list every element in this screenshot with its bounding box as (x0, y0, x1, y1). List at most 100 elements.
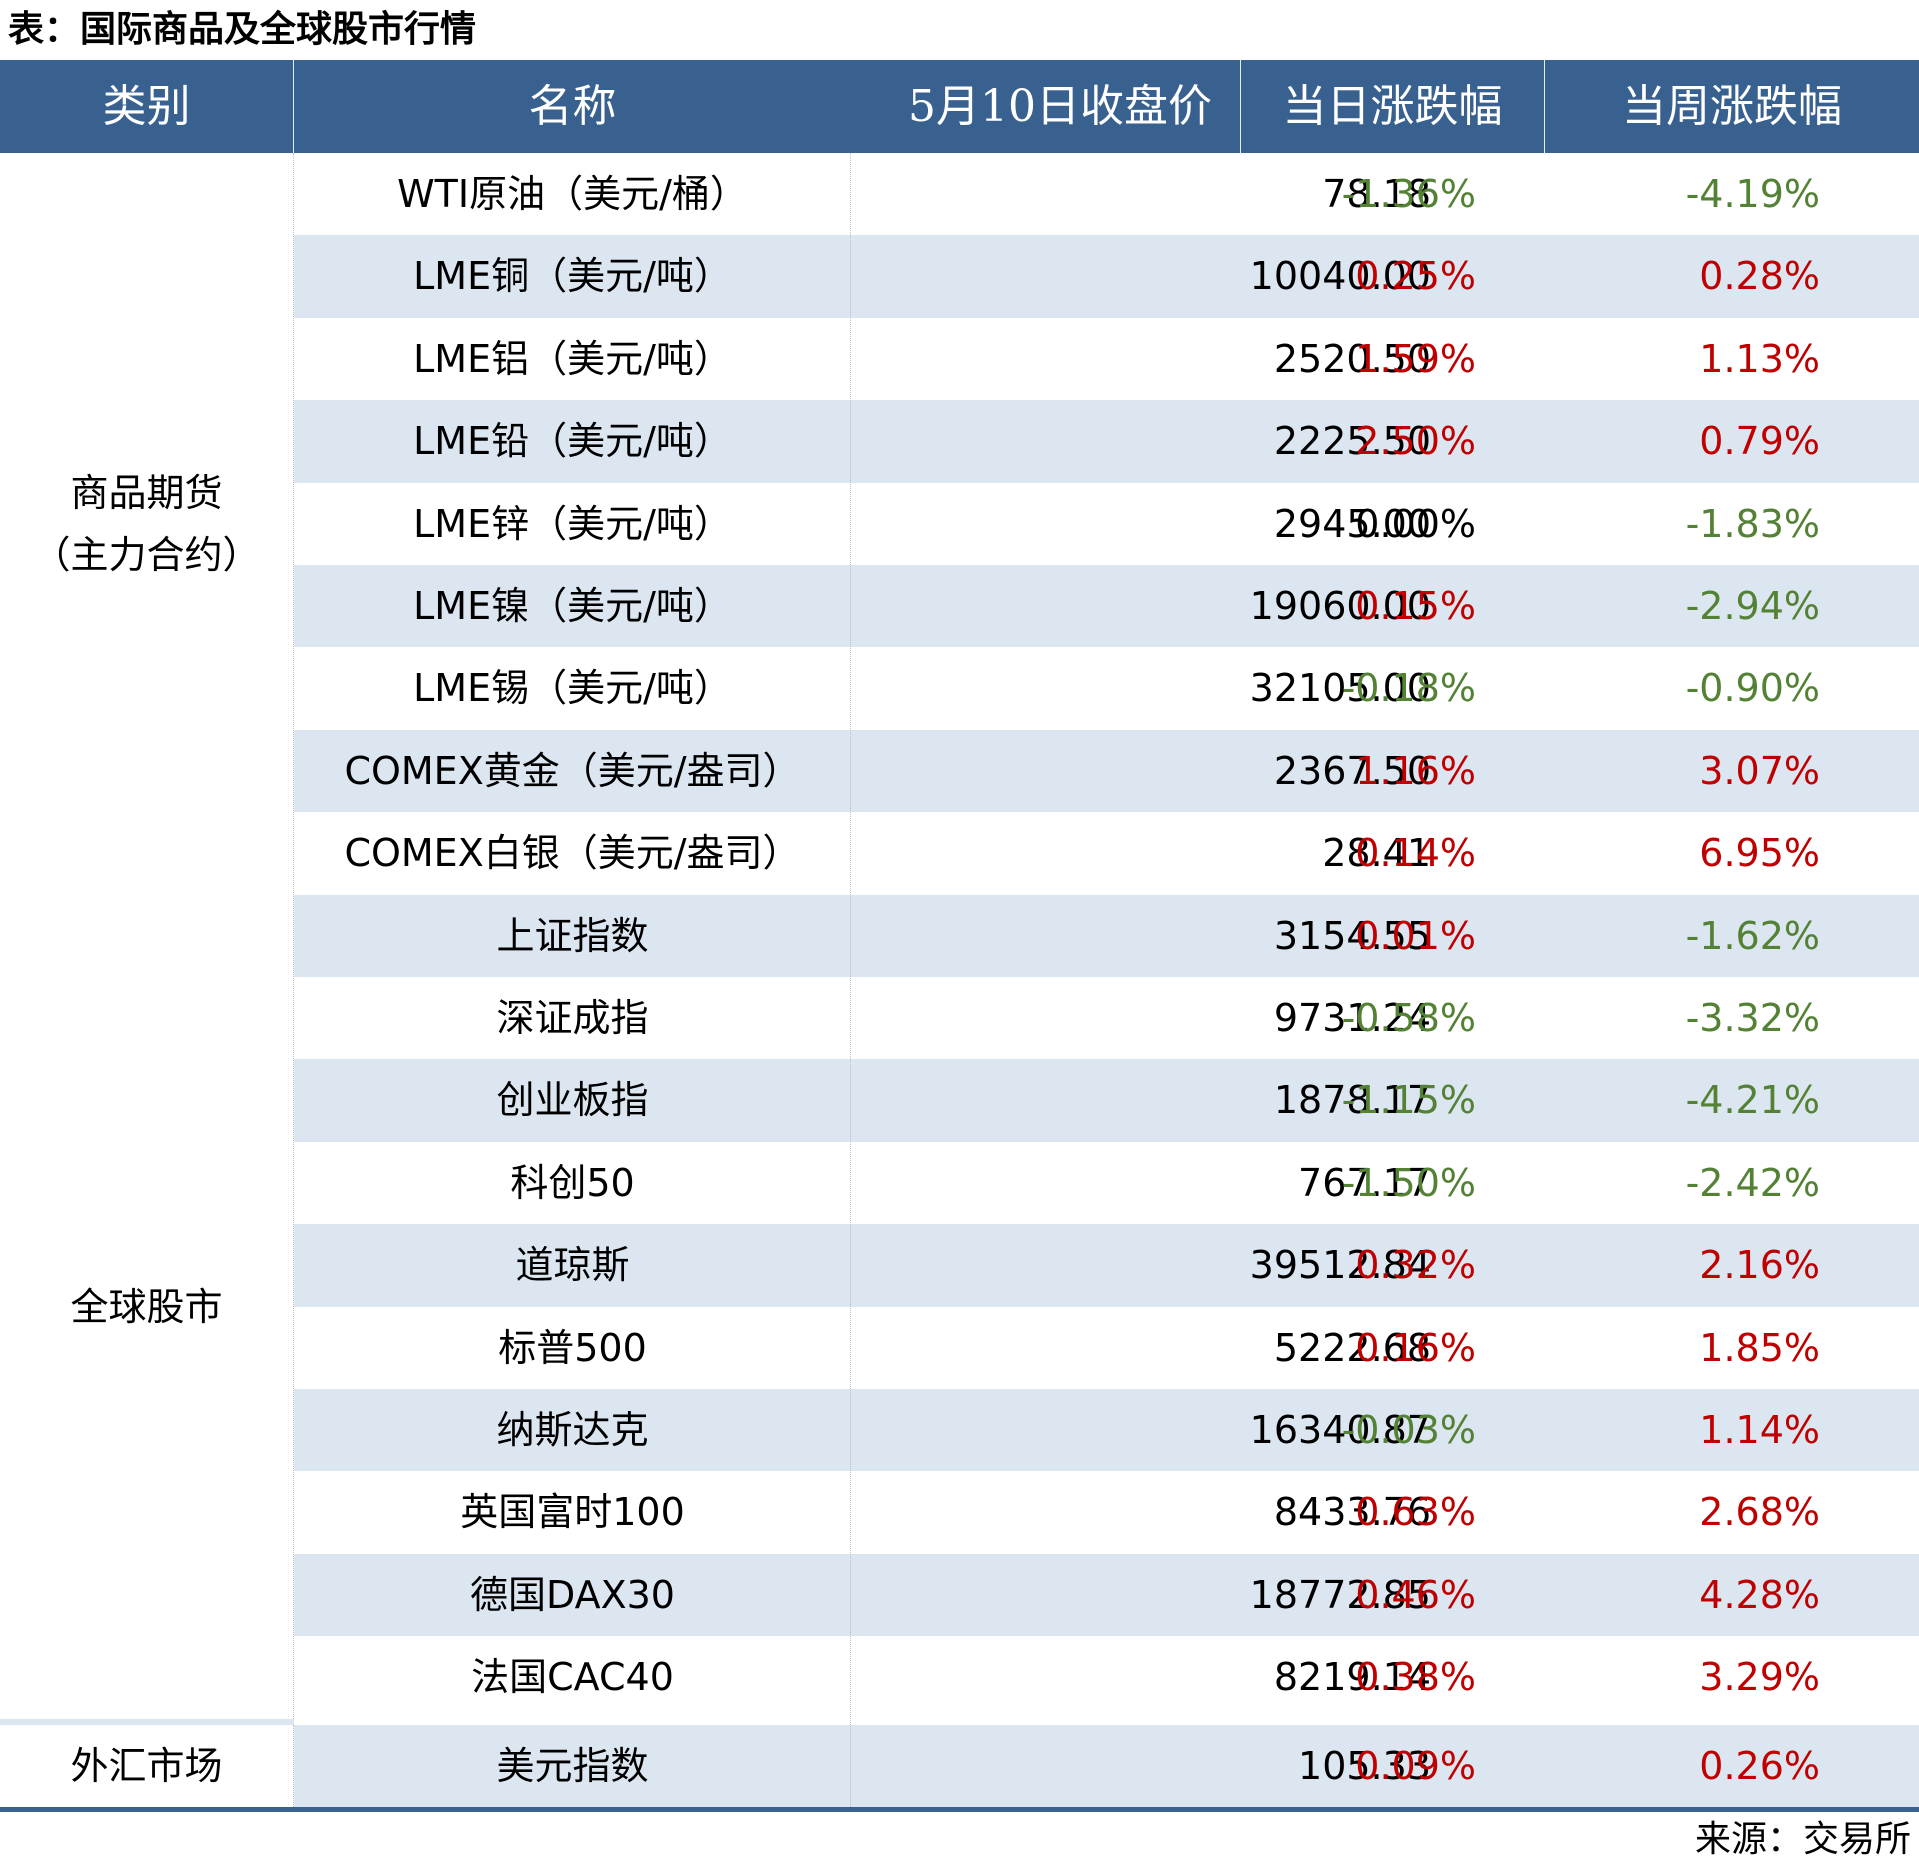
close-price: 767.17 (1298, 1160, 1431, 1205)
instrument-name: LME铝（美元/吨） (413, 336, 732, 381)
table-row: LME锌（美元/吨） 2945.00 0.00% -1.83% (294, 483, 1919, 565)
category-label: 全球股市 (0, 1276, 293, 1338)
divider-category (293, 153, 294, 1719)
category-label-line2: （主力合约） (32, 532, 261, 577)
day-change: -0.18% (1341, 666, 1476, 711)
table-row: 上证指数 3154.55 0.01% -1.62% (294, 894, 1919, 977)
day-change: 1.16% (1355, 748, 1476, 793)
close-price: 2367.50 (1273, 748, 1431, 793)
close-price: 1878.17 (1273, 1078, 1431, 1123)
table-row: 纳斯达克 16340.87 -0.03% 1.14% (294, 1389, 1919, 1472)
instrument-name: LME铅（美元/吨） (413, 419, 732, 464)
instrument-name: COMEX黄金（美元/盎司） (344, 748, 801, 793)
week-change: 3.29% (1699, 1655, 1820, 1700)
header-week-change: 当周涨跌幅 (1622, 81, 1842, 132)
close-price: 9731.24 (1273, 996, 1431, 1040)
category-label: 外汇市场 (0, 1735, 293, 1797)
day-change: 0.14% (1355, 831, 1476, 876)
table-row: 英国富时100 8433.76 0.63% 2.68% (294, 1471, 1919, 1553)
week-change: 6.95% (1699, 831, 1820, 876)
close-price: 3154.55 (1273, 913, 1431, 958)
category-label-line1: 外汇市场 (70, 1743, 223, 1788)
week-change: 1.14% (1699, 1408, 1820, 1452)
instrument-name: 标普500 (498, 1325, 647, 1370)
day-change: 0.32% (1355, 1243, 1476, 1288)
table-bottom-border (0, 1807, 1919, 1812)
close-price: 28.41 (1322, 831, 1431, 876)
table-row: LME铜（美元/吨） 10040.00 0.25% 0.28% (294, 235, 1919, 318)
day-change: 2.50% (1355, 419, 1476, 464)
day-change: 0.38% (1355, 1655, 1476, 1700)
table-row: 道琼斯 39512.84 0.32% 2.16% (294, 1224, 1919, 1307)
table-row: 深证成指 9731.24 -0.58% -3.32% (294, 977, 1919, 1059)
instrument-name: LME锡（美元/吨） (413, 666, 732, 711)
day-change: -0.03% (1341, 1408, 1476, 1452)
table-row: COMEX黄金（美元/盎司） 2367.50 1.16% 3.07% (294, 729, 1919, 813)
week-change: -1.62% (1685, 913, 1820, 958)
day-change: 0.00% (1355, 501, 1476, 546)
instrument-name: 纳斯达克 (496, 1408, 649, 1452)
day-change: -1.15% (1341, 1078, 1476, 1123)
instrument-name: LME镍（美元/吨） (413, 584, 732, 628)
instrument-name: 深证成指 (496, 996, 649, 1040)
week-change: 2.16% (1699, 1243, 1820, 1288)
instrument-name: LME锌（美元/吨） (413, 501, 732, 546)
instrument-name: COMEX白银（美元/盎司） (344, 831, 801, 876)
table-row: LME锡（美元/吨） 32105.00 -0.18% -0.90% (294, 647, 1919, 729)
week-change: -4.21% (1685, 1078, 1820, 1123)
table-row: LME铝（美元/吨） 2520.50 1.59% 1.13% (294, 318, 1919, 400)
close-price: 18772.85 (1249, 1572, 1431, 1617)
week-change: 4.28% (1699, 1572, 1820, 1617)
close-price: 10040.00 (1249, 254, 1431, 299)
instrument-name: 德国DAX30 (470, 1572, 675, 1617)
week-change: 0.28% (1699, 254, 1820, 299)
table-row: WTI原油（美元/桶） 78.18 -1.36% -4.19% (294, 153, 1919, 235)
close-price: 19060.00 (1249, 584, 1431, 628)
day-change: 0.16% (1355, 1325, 1476, 1370)
day-change: 0.46% (1355, 1572, 1476, 1617)
day-change: -1.36% (1341, 172, 1476, 216)
close-price: 16340.87 (1249, 1408, 1431, 1452)
header-category: 类别 (0, 60, 294, 153)
category-label-line1: 商品期货 (70, 470, 223, 515)
instrument-name: 法国CAC40 (471, 1655, 674, 1700)
table-row: 标普500 5222.68 0.16% 1.85% (294, 1307, 1919, 1389)
close-price: 32105.00 (1249, 666, 1431, 711)
instrument-name: 科创50 (510, 1160, 635, 1205)
table-row: 科创50 767.17 -1.50% -2.42% (294, 1142, 1919, 1224)
week-change: 1.13% (1699, 336, 1820, 381)
instrument-name: 上证指数 (496, 913, 649, 958)
header-close-price: 5月10日收盘价 (851, 60, 1241, 153)
day-change: 1.59% (1355, 336, 1476, 381)
week-change: 1.85% (1699, 1325, 1820, 1370)
divider-category-fx (293, 1724, 294, 1807)
day-change: 0.25% (1355, 254, 1476, 299)
header-day-change: 当日涨跌幅 (1241, 60, 1545, 153)
day-change: 0.15% (1355, 584, 1476, 628)
instrument-name: WTI原油（美元/桶） (397, 172, 748, 216)
day-change: -1.50% (1341, 1160, 1476, 1205)
close-price: 39512.84 (1249, 1243, 1431, 1288)
table-row: LME铅（美元/吨） 2225.50 2.50% 0.79% (294, 400, 1919, 483)
table-row: 德国DAX30 18772.85 0.46% 4.28% (294, 1553, 1919, 1637)
week-change: 0.79% (1699, 419, 1820, 464)
close-price: 105.33 (1298, 1743, 1431, 1788)
week-change: 3.07% (1699, 748, 1820, 793)
close-price: 5222.68 (1273, 1325, 1431, 1370)
close-price: 2945.00 (1273, 501, 1431, 546)
close-price: 78.18 (1322, 172, 1431, 216)
week-change: -2.94% (1685, 584, 1820, 628)
source-note: 来源：交易所 (1694, 1819, 1911, 1860)
week-change: -1.83% (1685, 501, 1820, 546)
table-row: 美元指数 105.33 0.09% 0.26% (294, 1724, 1919, 1807)
close-price: 8219.14 (1273, 1655, 1431, 1700)
category-label: 商品期货 （主力合约） (0, 462, 293, 586)
week-change: -2.42% (1685, 1160, 1820, 1205)
table-header: 类别 名称 5月10日收盘价 当日涨跌幅 当周涨跌幅 (0, 60, 1919, 153)
table-row: LME镍（美元/吨） 19060.00 0.15% -2.94% (294, 565, 1919, 648)
divider-name (850, 153, 851, 1807)
instrument-name: 美元指数 (496, 1743, 649, 1788)
header-name: 名称 (528, 81, 617, 132)
week-change: 0.26% (1699, 1743, 1820, 1788)
day-change: 0.01% (1355, 913, 1476, 958)
